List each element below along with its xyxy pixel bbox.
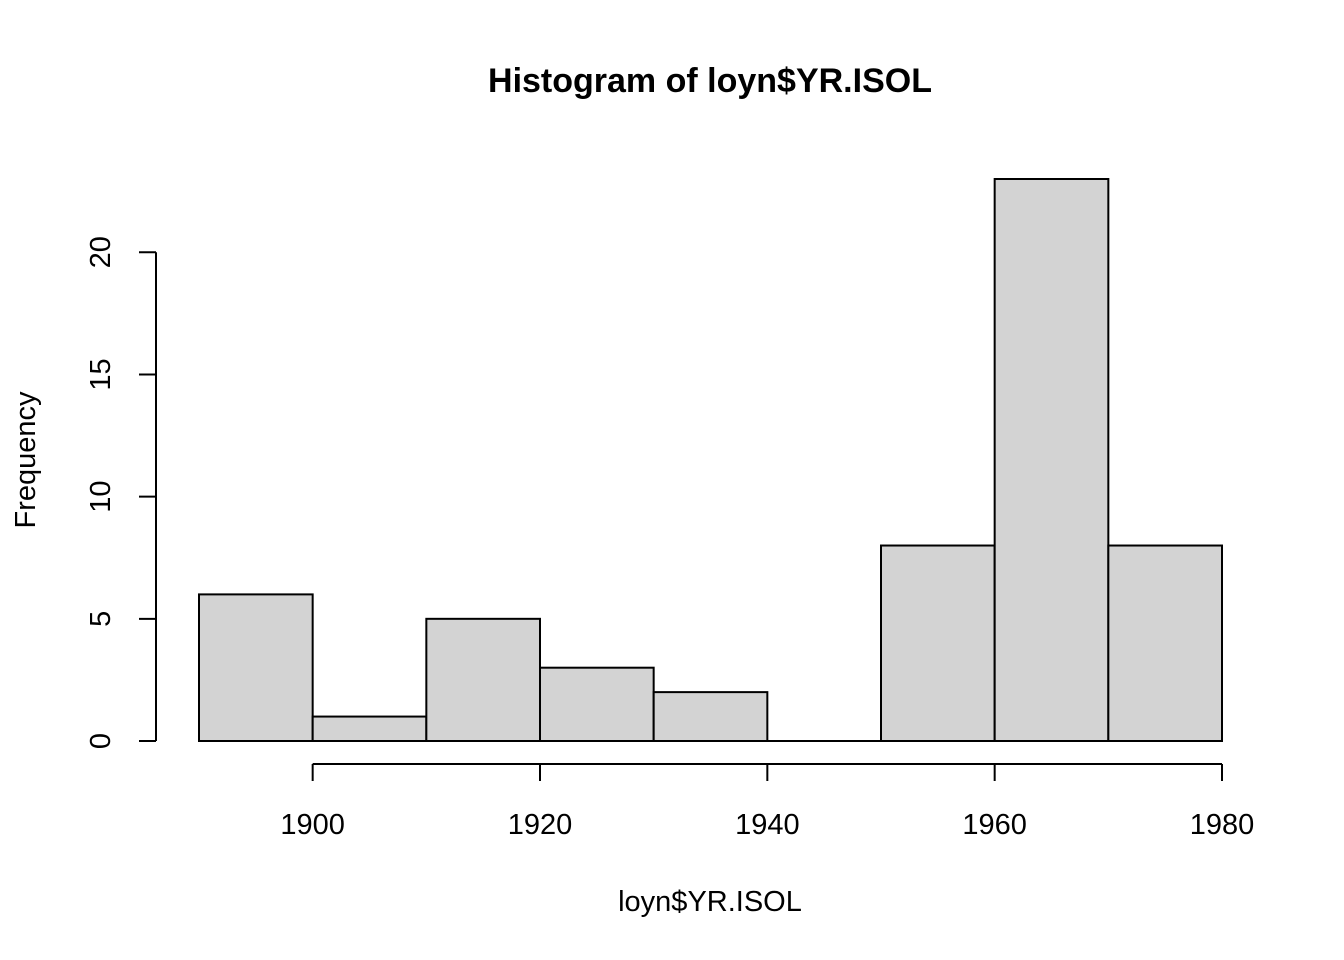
x-axis-label: loyn$YR.ISOL xyxy=(618,886,802,918)
histogram-bar-1970-1980 xyxy=(1107,544,1224,742)
histogram-bar-1910-1920 xyxy=(425,617,542,743)
bars-group xyxy=(198,178,1224,743)
histogram-bar-1900-1910 xyxy=(311,715,428,743)
histogram-bar-1950-1960 xyxy=(880,544,996,742)
x-tick-label-1980: 1980 xyxy=(1190,809,1255,841)
histogram-bar-1930-1940 xyxy=(652,691,769,742)
chart-title: Histogram of loyn$YR.ISOL xyxy=(488,62,932,100)
y-axis: 0 5 10 15 20 xyxy=(85,236,157,749)
y-tick-label-5: 5 xyxy=(85,611,117,627)
x-tick-label-1940: 1940 xyxy=(735,809,800,841)
histogram-bar-1920-1930 xyxy=(539,666,655,743)
histogram-bar-1960-1970 xyxy=(993,178,1110,742)
x-tick-label-1960: 1960 xyxy=(962,809,1027,841)
y-tick-label-15: 15 xyxy=(85,358,117,390)
y-tick-label-0: 0 xyxy=(85,733,117,749)
y-tick-label-10: 10 xyxy=(85,481,117,513)
y-axis-label: Frequency xyxy=(10,391,42,529)
x-tick-label-1920: 1920 xyxy=(508,809,573,841)
y-tick-label-20: 20 xyxy=(85,236,117,268)
x-axis: 1900 1920 1940 1960 1980 xyxy=(280,763,1255,841)
x-tick-label-1900: 1900 xyxy=(280,809,345,841)
histogram-bar-1890-1900 xyxy=(198,593,314,742)
